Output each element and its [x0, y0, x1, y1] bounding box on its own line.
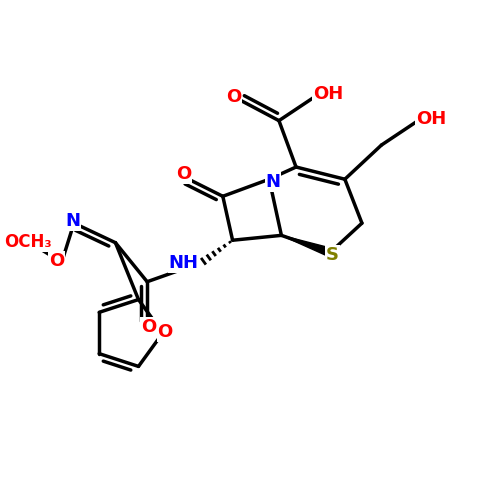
Text: O: O	[158, 323, 173, 341]
Text: O: O	[49, 252, 64, 270]
Text: O: O	[176, 166, 192, 184]
Text: OH: OH	[312, 85, 343, 103]
Text: NH: NH	[169, 254, 199, 272]
Text: N: N	[266, 172, 280, 190]
Text: OH: OH	[416, 110, 446, 128]
Text: O: O	[226, 88, 241, 106]
Text: N: N	[66, 212, 80, 230]
Text: S: S	[326, 246, 339, 264]
Text: OCH₃: OCH₃	[4, 232, 51, 250]
Text: O: O	[141, 318, 156, 336]
Polygon shape	[282, 236, 332, 256]
